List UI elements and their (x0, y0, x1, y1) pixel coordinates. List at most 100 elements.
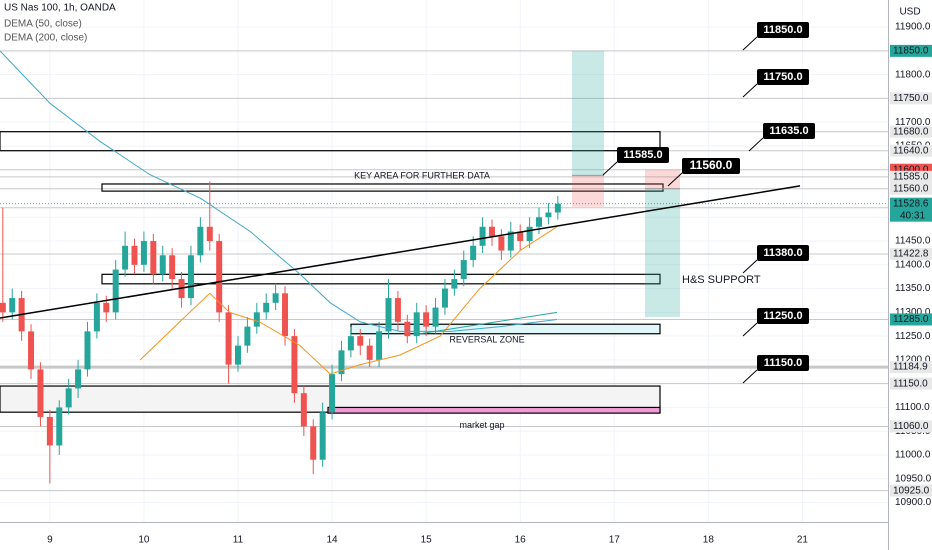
y-tick-label: 11400.0 (895, 259, 931, 270)
x-tick-label: 17 (609, 535, 621, 546)
reversal-line (419, 311, 558, 335)
candle-body (498, 236, 505, 251)
price-label: 11422.8 (893, 249, 929, 260)
candle-body (9, 298, 16, 313)
y-tick-label: 11350.0 (895, 283, 931, 294)
candle-body (56, 407, 63, 446)
callout-pointer (748, 137, 764, 152)
loss-zone (572, 175, 604, 207)
callout-pointer (742, 369, 758, 384)
price-label: 11060.0 (893, 421, 929, 432)
candle-body (282, 293, 289, 337)
x-tick-label: 18 (703, 535, 715, 546)
candle-body (385, 298, 392, 332)
candle-body (423, 312, 430, 327)
candle-body (329, 374, 336, 413)
candle-body (65, 388, 72, 408)
price-label: 10925.0 (893, 485, 930, 496)
trend-label: H&S SUPPORT (682, 274, 761, 286)
y-tick-label: 11800.0 (895, 69, 931, 80)
indicator-line (0, 50, 557, 332)
candle-body (169, 255, 176, 280)
y-tick-label: 10900.0 (895, 497, 932, 508)
price-label: 11640.0 (893, 145, 929, 156)
y-tick-label: 11700.0 (895, 117, 931, 128)
price-label-bg (890, 170, 932, 183)
legend-entry: DEMA (200, close) (4, 33, 87, 44)
callout-pointer (667, 172, 683, 187)
candle-body (140, 241, 147, 265)
x-tick-label: 10 (138, 535, 150, 546)
price-label-bg (890, 313, 932, 326)
price-label-bg (890, 361, 932, 374)
x-tick-label: 21 (797, 535, 809, 546)
price-label: 11850.0 (893, 46, 929, 57)
callout-label: 11560.0 (690, 158, 733, 172)
candle-body (488, 226, 495, 237)
candle-body (347, 336, 354, 351)
price-label: 11680.0 (893, 126, 929, 137)
y-tick-label: 11000.0 (895, 450, 931, 461)
candle-body (404, 321, 411, 337)
currency-label: USD (899, 7, 920, 18)
indicator-line (139, 226, 558, 375)
callout-pointer (742, 83, 758, 98)
candle-body (122, 245, 129, 270)
candle-body (376, 331, 383, 360)
price-label: 11585.0 (893, 171, 929, 182)
callout-box (763, 123, 815, 139)
callout-pointer (742, 36, 758, 51)
callout-label: 11585.0 (623, 149, 662, 161)
callout-label: 11750.0 (763, 71, 802, 83)
callout-pointer (742, 259, 758, 274)
candle-body (37, 369, 44, 417)
candle-body (338, 350, 345, 375)
candle-body (545, 212, 552, 218)
candle-body (272, 293, 279, 303)
candle-body (451, 279, 458, 289)
trend-line (0, 185, 801, 319)
x-tick-label: 16 (515, 535, 527, 546)
legend-entry: DEMA (50, close) (4, 19, 82, 30)
candle-body (187, 255, 194, 299)
y-tick-label: 11300.0 (895, 307, 931, 318)
countdown: 40:31 (900, 210, 925, 221)
candle-body (432, 307, 439, 327)
zone (0, 131, 661, 152)
candle-body (413, 312, 420, 337)
callout-box (757, 355, 809, 371)
x-tick-label: 14 (326, 535, 338, 546)
price-label: 11150.0 (893, 378, 928, 389)
zone (101, 183, 664, 192)
candle-body (253, 312, 260, 327)
callout-box (757, 69, 809, 85)
price-label: 11184.9 (893, 362, 928, 373)
y-tick-label: 11100.0 (895, 402, 930, 413)
last-price-bg (890, 197, 932, 222)
candle-body (554, 203, 561, 213)
zone-label: market gap (459, 420, 504, 430)
price-label-bg (890, 377, 932, 390)
candle-body (526, 226, 533, 242)
price-label: 11600.0 (893, 164, 929, 175)
candle-body (470, 245, 477, 261)
candle-body (28, 331, 35, 370)
callout-box (757, 245, 809, 261)
candle-body (300, 393, 307, 427)
candle-body (84, 331, 91, 370)
candle-body (103, 302, 110, 313)
candle-body (225, 312, 232, 365)
candle-body (206, 226, 213, 242)
candle-body (197, 226, 204, 256)
candle-body (159, 255, 166, 275)
callout-label: 11635.0 (769, 125, 808, 137)
candle-body (366, 345, 373, 360)
candle-body (46, 416, 53, 446)
price-label-bg (890, 484, 932, 497)
candle-body (517, 231, 524, 242)
candle-body (441, 288, 448, 308)
price-label: 11560.0 (893, 183, 929, 194)
zone-label: REVERSAL ZONE (449, 335, 524, 345)
price-label-bg (890, 92, 932, 105)
